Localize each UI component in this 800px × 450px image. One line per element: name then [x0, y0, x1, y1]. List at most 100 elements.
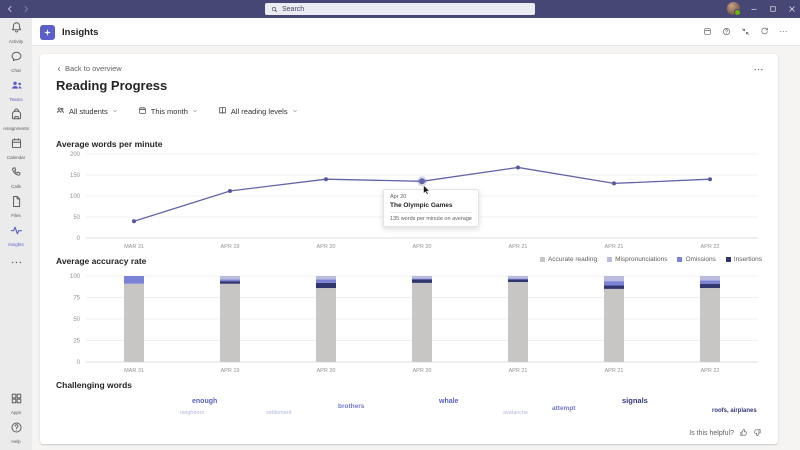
- sidebar-item-label: Activity: [8, 38, 24, 44]
- help-icon: [10, 421, 23, 439]
- search-input[interactable]: Search: [265, 3, 535, 15]
- open-in-browser-icon[interactable]: [703, 27, 712, 36]
- sidebar-item-label: Chat: [11, 67, 21, 73]
- svg-text:200: 200: [70, 152, 81, 158]
- svg-text:150: 150: [70, 173, 81, 179]
- page-title: Reading Progress: [56, 78, 168, 93]
- svg-text:0: 0: [77, 360, 81, 366]
- filter-bar: All students This month All reading levels: [56, 106, 298, 117]
- chat-icon: [10, 50, 23, 68]
- app-header: Insights: [32, 18, 800, 46]
- legend-swatch: [539, 257, 545, 262]
- back-icon[interactable]: [6, 5, 14, 13]
- chevron-down-icon: [112, 107, 118, 116]
- svg-text:APR 21: APR 21: [509, 368, 528, 374]
- sidebar-item-files[interactable]: Files: [0, 192, 32, 221]
- search-placeholder: Search: [282, 5, 305, 13]
- forward-icon[interactable]: [22, 5, 30, 13]
- calendar-icon: [138, 106, 147, 117]
- phone-icon: [10, 166, 23, 184]
- sidebar-item-apps[interactable]: Apps: [0, 389, 32, 418]
- wpm-line-chart[interactable]: 200 150 100 50 0 MAR 31 APR 19 APR 20 APR 20 APR …: [56, 151, 762, 255]
- avatar[interactable]: [727, 2, 741, 16]
- bell-icon: [10, 21, 23, 39]
- bar-chart-plot: 100 75 50 25 0 MAR 31 APR 19 APR 20 APR 20 APR 21…: [70, 274, 758, 374]
- svg-text:50: 50: [73, 317, 80, 323]
- svg-text:MAR 31: MAR 31: [124, 368, 144, 374]
- mouse-cursor-icon: [422, 182, 431, 200]
- close-icon[interactable]: [788, 5, 796, 13]
- svg-text:APR 19: APR 19: [221, 244, 240, 250]
- presence-dot: [734, 9, 741, 16]
- svg-text:APR 22: APR 22: [701, 368, 720, 374]
- book-icon: [218, 106, 227, 117]
- challenging-word: whale: [439, 398, 459, 405]
- legend-item-omissions: Omissions: [677, 256, 716, 263]
- window-titlebar: Search: [0, 0, 800, 18]
- svg-text:APR 21: APR 21: [509, 244, 528, 250]
- sidebar-item-label: Assignments: [3, 125, 29, 131]
- challenging-word: enough: [192, 398, 218, 405]
- svg-text:APR 20: APR 20: [413, 244, 432, 250]
- filter-label: All reading levels: [230, 107, 288, 116]
- feedback-row: Is this helpful?: [689, 428, 762, 439]
- sidebar-item-insights[interactable]: Insights: [0, 221, 32, 250]
- reading-progress-card: Back to overview Reading Progress All st…: [40, 54, 778, 444]
- search-icon: [272, 6, 278, 12]
- more-options-icon[interactable]: [779, 27, 788, 36]
- legend-item-mispronunciations: Mispronunciations: [607, 256, 667, 263]
- sidebar-item-label: Help: [11, 438, 21, 444]
- sidebar-item-chat[interactable]: Chat: [0, 47, 32, 76]
- sidebar-item-label: Apps: [10, 409, 22, 415]
- svg-text:25: 25: [73, 339, 80, 345]
- apps-icon: [10, 392, 23, 410]
- challenging-word: settlement: [266, 410, 292, 416]
- wpm-chart-title: Average words per minute: [56, 139, 163, 149]
- legend-swatch: [725, 257, 731, 262]
- calendar-icon: [10, 137, 23, 155]
- insights-app-icon: [40, 25, 55, 40]
- sidebar-item-help[interactable]: Help: [0, 418, 32, 447]
- chevron-left-icon: [57, 66, 61, 71]
- filter-all-reading-levels[interactable]: All reading levels: [218, 106, 298, 117]
- legend-item-accurate-reading: Accurate reading: [539, 256, 597, 263]
- accuracy-bar-chart[interactable]: 100 75 50 25 0 MAR 31 APR 19 APR 20 APR 20 APR 21…: [56, 272, 762, 376]
- challenging-word: brothers: [338, 403, 365, 410]
- minimize-icon[interactable]: [750, 5, 758, 13]
- people-icon: [56, 106, 65, 117]
- card-more-options-icon[interactable]: [753, 62, 764, 80]
- back-to-overview-link[interactable]: Back to overview: [56, 64, 122, 73]
- more-icon: [10, 256, 23, 274]
- content-area: Back to overview Reading Progress All st…: [32, 46, 800, 450]
- app-rail: Activity Chat Teams Assignments Calendar Call…: [0, 18, 32, 450]
- sidebar-item-calendar[interactable]: Calendar: [0, 134, 32, 163]
- maximize-icon[interactable]: [769, 5, 777, 13]
- sidebar-item-calls[interactable]: Calls: [0, 163, 32, 192]
- chart-legend: Accurate reading Mispronunciations Omissio…: [539, 256, 762, 263]
- collapse-icon[interactable]: [741, 27, 750, 36]
- chevron-down-icon: [192, 107, 198, 116]
- thumbs-up-icon[interactable]: [739, 428, 748, 439]
- helpful-prompt: Is this helpful?: [689, 430, 734, 437]
- svg-text:APR 20: APR 20: [317, 244, 336, 250]
- tooltip-detail: 135 words per minute on average: [390, 216, 472, 222]
- svg-text:APR 20: APR 20: [413, 368, 432, 374]
- sidebar-item-activity[interactable]: Activity: [0, 18, 32, 47]
- filter-all-students[interactable]: All students: [56, 106, 118, 117]
- sidebar-item-assignments[interactable]: Assignments: [0, 105, 32, 134]
- backpack-icon: [10, 108, 23, 126]
- sidebar-item-teams[interactable]: Teams: [0, 76, 32, 105]
- legend-label: Omissions: [685, 256, 716, 263]
- refresh-icon[interactable]: [760, 27, 769, 36]
- chat-help-icon[interactable]: [722, 27, 731, 36]
- sidebar-item-more[interactable]: [0, 250, 32, 279]
- svg-text:50: 50: [73, 215, 80, 221]
- challenging-word: signals: [622, 396, 648, 405]
- thumbs-down-icon[interactable]: [753, 428, 762, 439]
- filter-this-month[interactable]: This month: [138, 106, 198, 117]
- challenging-word: roofs, airplanes: [712, 408, 757, 414]
- filter-label: This month: [150, 107, 188, 116]
- sidebar-item-label: Teams: [9, 96, 23, 102]
- legend-item-insertions: Insertions: [725, 256, 762, 263]
